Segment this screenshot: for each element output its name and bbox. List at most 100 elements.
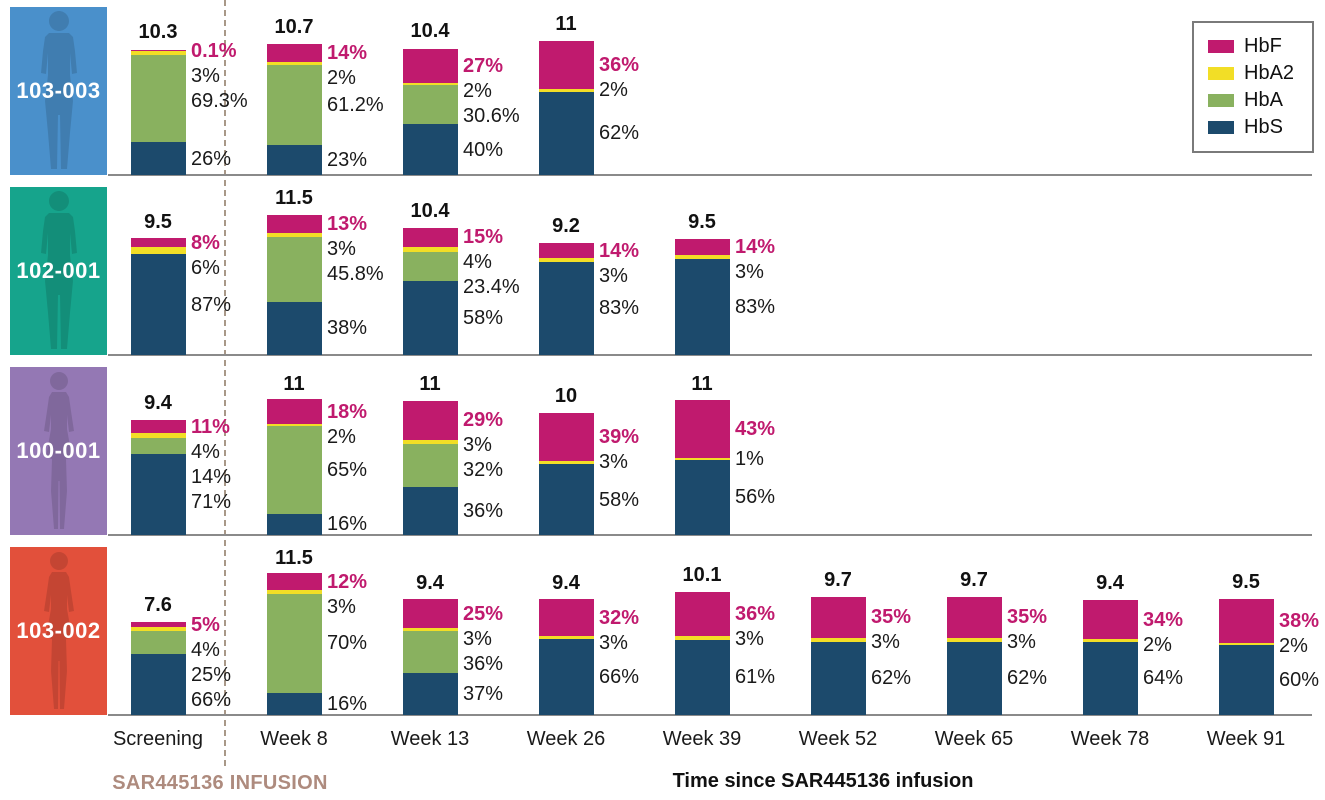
bar-segment-hbf	[131, 49, 186, 52]
bar-segment-hbs	[1083, 641, 1138, 715]
bar-total-label: 9.5	[144, 211, 172, 234]
segment-label-hbs: 37%	[463, 682, 504, 705]
bar-segment-hba2	[131, 432, 186, 438]
segment-label-hbf: 35%	[1007, 606, 1048, 629]
legend-item-hbs: HbS	[1208, 114, 1312, 141]
segment-label-hbf: 0.1%	[191, 39, 237, 62]
segment-label-hba2: 2%	[327, 425, 356, 448]
bar-segment-hbf	[1083, 600, 1138, 640]
segment-label-hbs: 58%	[463, 307, 504, 330]
bar-total-label: 11.5	[275, 186, 313, 209]
infusion-caption: SAR445136 INFUSION	[112, 772, 328, 794]
patient-badge: 103-003	[10, 7, 107, 175]
segment-label-hbs: 16%	[327, 513, 368, 536]
infusion-dashed-line	[224, 0, 226, 766]
segment-label-hba: 14%	[191, 465, 232, 488]
x-axis-label: Screening	[112, 728, 204, 750]
legend-swatch-hba	[1208, 94, 1234, 107]
segment-label-hba2: 2%	[1143, 633, 1172, 656]
row-axis-line	[108, 714, 1312, 716]
x-axis-label: Week 65	[934, 728, 1014, 750]
segment-label-hbs: 36%	[463, 499, 504, 522]
legend-swatch-hbf	[1208, 40, 1234, 53]
bar-segment-hba	[403, 251, 458, 282]
x-axis-label: Week 39	[662, 728, 742, 750]
bar-segment-hbf	[811, 596, 866, 639]
bar-segment-hba2	[403, 246, 458, 252]
bar-segment-hba	[131, 55, 186, 143]
bar-segment-hbs	[131, 254, 186, 355]
segment-label-hbf: 38%	[1279, 610, 1320, 633]
segment-label-hba2: 3%	[327, 238, 356, 261]
segment-label-hba: 65%	[327, 458, 368, 481]
bar-total-label: 9.4	[552, 572, 580, 595]
bar-segment-hba	[403, 631, 458, 673]
segment-label-hba2: 3%	[735, 627, 764, 650]
bar-segment-hba2	[539, 258, 594, 262]
bar-total-label: 11.5	[275, 546, 313, 569]
segment-label-hba2: 3%	[327, 595, 356, 618]
segment-label-hbf: 13%	[327, 213, 368, 236]
bar-segment-hbf	[675, 400, 730, 459]
patient-badge: 100-001	[10, 367, 107, 535]
segment-label-hbs: 83%	[599, 297, 640, 320]
bar-total-label: 10.1	[682, 563, 722, 586]
segment-label-hba2: 2%	[599, 79, 628, 102]
bar-segment-hbs	[947, 641, 1002, 715]
patient-id: 103-003	[16, 78, 101, 103]
segment-label-hba2: 3%	[1007, 631, 1036, 654]
bar-total-label: 10.4	[410, 200, 450, 223]
bar-total-label: 10.7	[274, 16, 314, 39]
bar-total-label: 9.5	[1232, 571, 1260, 594]
bar-segment-hba2	[947, 638, 1002, 642]
segment-label-hba2: 4%	[191, 638, 220, 661]
bar-segment-hbf	[131, 622, 186, 627]
row-axis-line	[108, 174, 1312, 176]
x-axis-label: Week 78	[1070, 728, 1150, 750]
bar-total-label: 9.5	[688, 211, 716, 234]
bar-segment-hbf	[267, 573, 322, 591]
segment-label-hbf: 43%	[735, 418, 776, 441]
bar-segment-hba2	[267, 423, 322, 427]
bar-segment-hbs	[267, 144, 322, 175]
x-axis-label: Week 26	[526, 728, 606, 750]
bar-total-label: 10.4	[410, 20, 450, 43]
segment-label-hbs: 83%	[735, 295, 776, 318]
bar-segment-hbs	[403, 281, 458, 355]
x-axis-label: Week 91	[1206, 728, 1286, 750]
legend-label-hba: HbA	[1244, 89, 1283, 111]
patient-badge: 102-001	[10, 187, 107, 355]
segment-label-hba2: 3%	[463, 434, 492, 457]
bar-segment-hbs	[403, 672, 458, 715]
segment-label-hbf: 8%	[191, 231, 220, 254]
segment-label-hbs: 60%	[1279, 669, 1320, 692]
bar-segment-hbs	[675, 459, 730, 535]
x-axis-title: Time since SAR445136 infusion	[672, 770, 974, 792]
legend-label-hbf: HbF	[1244, 35, 1282, 57]
person-silhouette-icon	[43, 552, 74, 709]
bar-segment-hba2	[403, 82, 458, 86]
bar-segment-hbs	[675, 639, 730, 715]
segment-label-hbs: 62%	[599, 122, 640, 145]
segment-label-hbs: 62%	[1007, 667, 1048, 690]
bar-segment-hbf	[131, 237, 186, 248]
bar-segment-hbs	[675, 258, 730, 355]
person-silhouette-icon	[40, 191, 77, 349]
bar-segment-hbs	[539, 261, 594, 355]
bar-total-label: 9.4	[1096, 572, 1124, 595]
bar-segment-hba	[403, 85, 458, 125]
segment-label-hbs: 64%	[1143, 667, 1184, 690]
bar-segment-hbf	[539, 599, 594, 636]
bar-segment-hbs	[267, 301, 322, 355]
segment-label-hba2: 3%	[735, 261, 764, 284]
bar-segment-hbs	[539, 91, 594, 175]
row-axis-line	[108, 354, 1312, 356]
bar-total-label: 11	[691, 372, 713, 395]
bar-segment-hba2	[267, 590, 322, 595]
segment-label-hba2: 4%	[463, 251, 492, 274]
segment-label-hbf: 18%	[327, 400, 368, 423]
bar-segment-hba2	[539, 89, 594, 92]
bar-total-label: 9.4	[416, 572, 444, 595]
bar-segment-hba2	[675, 458, 730, 460]
